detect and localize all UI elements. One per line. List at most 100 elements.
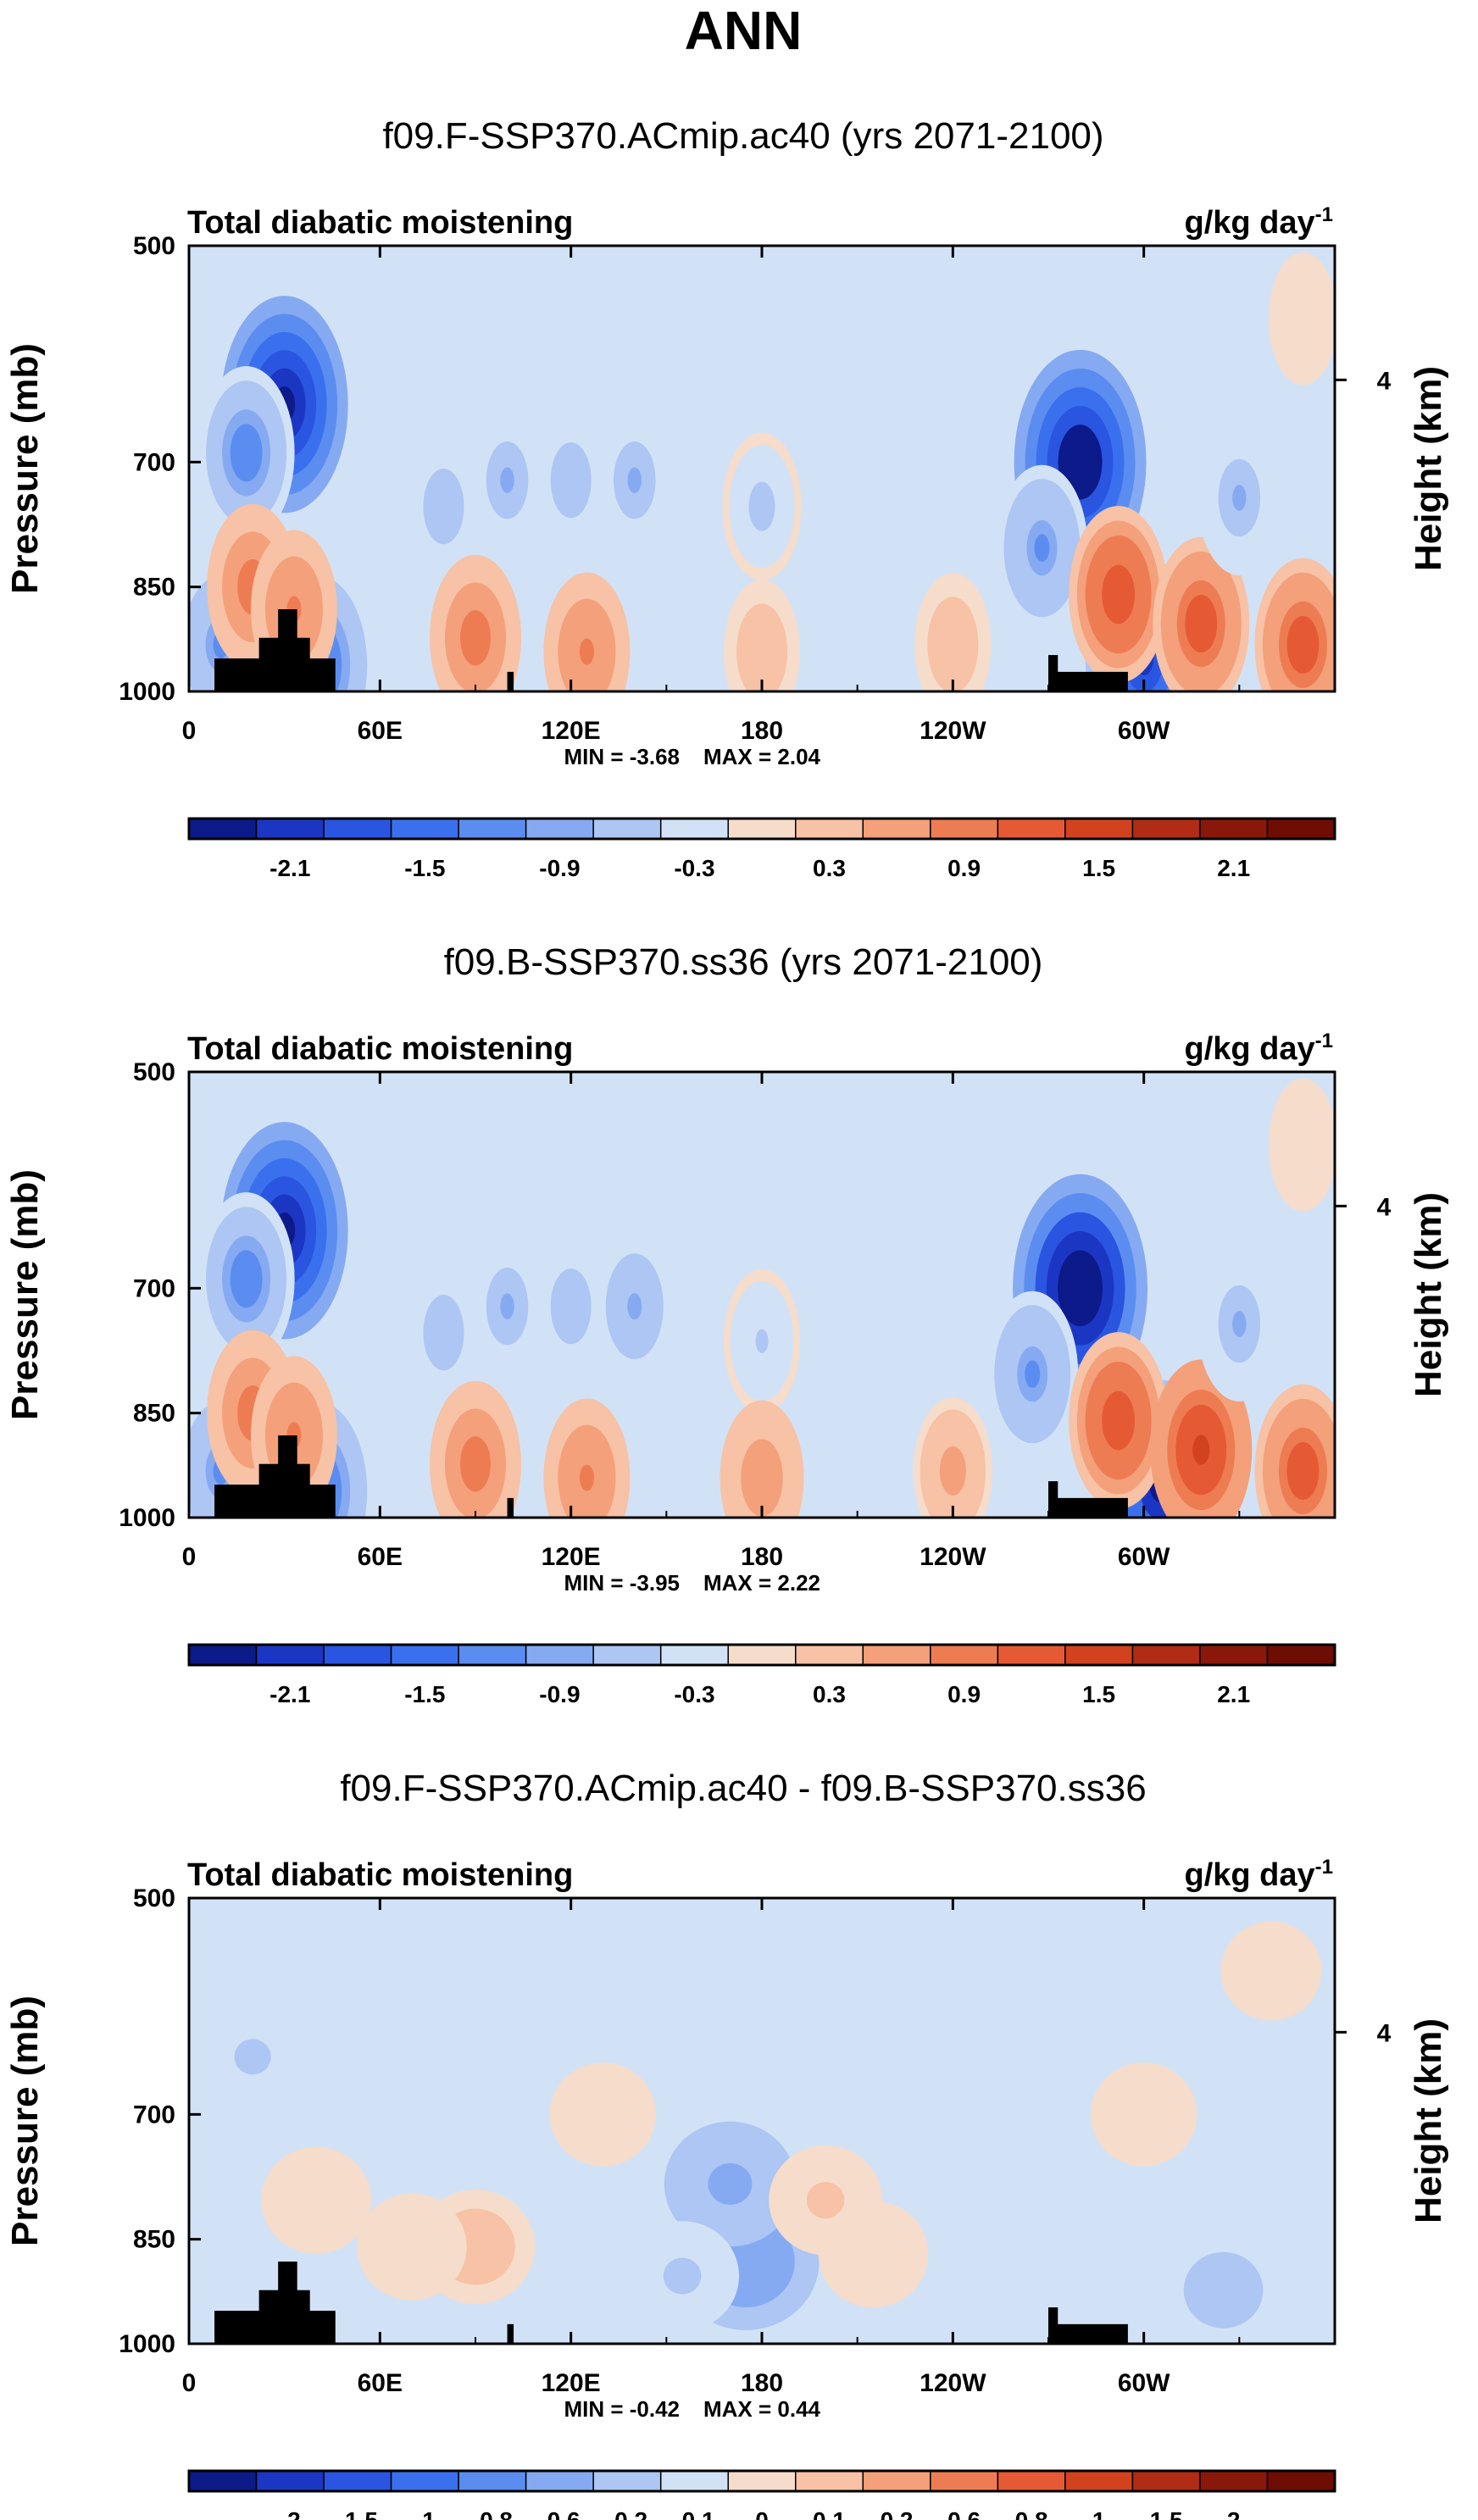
y-right-axis-title: Height (km) — [1408, 2018, 1449, 2223]
y-tick-label: 850 — [133, 2226, 175, 2254]
y-tick-label: 500 — [133, 1058, 175, 1086]
min-label: MIN = -3.95 — [564, 1570, 680, 1596]
field-contour-10-5 — [755, 494, 769, 519]
units-label-exponent: -1 — [1315, 1856, 1333, 1879]
panel-title: f09.F-SSP370.ACmip.ac40 - f09.B-SSP370.s… — [340, 1768, 1146, 1809]
field-contour-12-2 — [1203, 2271, 1243, 2310]
colorbar-segment — [592, 2470, 662, 2492]
field-contour-11-2 — [1125, 2096, 1162, 2132]
colorbar-label: 0.9 — [947, 1681, 981, 1707]
colorbar-segment — [795, 1644, 864, 1666]
colorbar-segment — [390, 818, 459, 840]
field-contour-22-5 — [1297, 1133, 1309, 1157]
colorbar-segment — [1266, 818, 1336, 840]
colorbar-label: -0.2 — [607, 2507, 647, 2520]
colorbar-segment — [255, 2470, 325, 2492]
topography-2 — [278, 1435, 297, 1518]
colorbar-label: 0.3 — [813, 855, 846, 881]
heatmap-field — [189, 1072, 1335, 1518]
colorbar-segment — [188, 818, 258, 840]
field-contour-7-2 — [663, 2257, 702, 2295]
x-tick-label: 60W — [1118, 1543, 1170, 1571]
colorbar-label: -0.3 — [674, 855, 714, 881]
colorbar-label: -0.1 — [674, 2507, 714, 2520]
field-contour-16-5 — [1025, 1360, 1041, 1388]
colorbar-segment — [188, 1644, 258, 1666]
field-contour-6-5 — [436, 1319, 451, 1346]
field-contour-12-5 — [579, 638, 594, 665]
field-contour-15-5 — [1069, 1268, 1092, 1307]
x-tick-label: 180 — [741, 717, 783, 745]
units-label-exponent: -1 — [1315, 1030, 1333, 1052]
field-contour-22-5 — [1297, 307, 1309, 330]
x-tick-label: 120W — [920, 2369, 986, 2397]
field-contour-20-5 — [1232, 1311, 1247, 1337]
x-tick-label: 0 — [182, 717, 197, 745]
colorbar-segment — [727, 818, 797, 840]
field-contour-9-2 — [854, 2236, 892, 2273]
colorbar-segment — [1199, 818, 1269, 840]
chart-panel-1: f09.F-SSP370.ACmip.ac40 (yrs 2071-2100) T… — [4, 115, 1449, 881]
y-right-tick-label: 4 — [1377, 367, 1392, 395]
field-contour-14-5 — [946, 632, 959, 658]
field-contour-14-5 — [946, 1458, 960, 1484]
colorbar-segment — [997, 1644, 1066, 1666]
colorbar-segment — [930, 1644, 999, 1666]
colorbar-frame — [187, 817, 1336, 841]
field-contour-16-5 — [1034, 534, 1050, 562]
colorbar-label: 0.3 — [813, 1681, 846, 1707]
colorbar-segment — [930, 818, 999, 840]
colorbar-segment — [1266, 1644, 1336, 1666]
colorbar-segment — [390, 2470, 459, 2492]
units-label-main: g/kg day — [1185, 1857, 1315, 1893]
colorbar-label: 0.8 — [1015, 2507, 1048, 2520]
max-label: MAX = 0.44 — [703, 2396, 821, 2422]
colorbar-segment — [525, 2470, 594, 2492]
colorbar-segment — [659, 1644, 729, 1666]
y-tick-label: 500 — [133, 1884, 175, 1912]
colorbar-segment — [323, 1644, 392, 1666]
max-label: MAX = 2.22 — [703, 1570, 820, 1596]
colorbar-label: -2.1 — [269, 1681, 310, 1707]
min-label: MIN = -3.68 — [564, 744, 680, 769]
x-tick-label: 120E — [542, 2369, 601, 2397]
field-contour-19-5 — [1192, 1435, 1210, 1465]
panels-group: f09.F-SSP370.ACmip.ac40 (yrs 2071-2100) T… — [4, 115, 1449, 2520]
field-contour-9-5 — [627, 1293, 642, 1320]
colorbar-label: 0.2 — [881, 2507, 914, 2520]
topography-2 — [278, 2261, 297, 2344]
units-label: g/kg day-1 — [1185, 203, 1334, 241]
colorbar-segment — [795, 818, 864, 840]
variable-label: Total diabatic moistening — [187, 205, 573, 241]
y-tick-label: 700 — [133, 448, 175, 476]
y-right-axis-title: Height (km) — [1408, 1192, 1449, 1397]
colorbar-segment — [1199, 2470, 1269, 2492]
field-contour-13-5 — [754, 1464, 770, 1491]
colorbar-label: 2.1 — [1217, 855, 1250, 881]
field-contour-13-5 — [755, 639, 769, 664]
colorbar-segment — [1199, 1644, 1269, 1666]
topography-3 — [507, 2323, 514, 2344]
colorbar-segment — [1131, 1644, 1201, 1666]
field-contour-7-5 — [500, 467, 514, 493]
colorbar-segment — [323, 2470, 392, 2492]
colorbar-label: 2 — [1227, 2507, 1241, 2520]
field-contour-8-2 — [806, 2182, 845, 2219]
colorbar-segment — [458, 2470, 527, 2492]
y-tick-label: 700 — [133, 2101, 175, 2129]
colorbar-segment — [1064, 1644, 1134, 1666]
x-tick-label: 120W — [920, 1543, 986, 1571]
y-tick-label: 1000 — [119, 2330, 175, 2358]
colorbar-segment — [727, 1644, 797, 1666]
x-tick-label: 0 — [182, 1543, 197, 1571]
colorbar-label: -0.3 — [674, 1681, 714, 1707]
y-tick-label: 700 — [133, 1274, 175, 1302]
field-contour-13-2 — [1254, 1954, 1288, 1988]
colorbar-segment — [997, 818, 1066, 840]
colorbar-label: -0.9 — [539, 855, 580, 881]
colorbar-segment — [727, 2470, 797, 2492]
x-tick-label: 60W — [1118, 2369, 1170, 2397]
topography-4 — [1048, 1497, 1128, 1518]
colorbar-label: 0.1 — [813, 2507, 846, 2520]
colorbar-label: -2 — [280, 2507, 301, 2520]
